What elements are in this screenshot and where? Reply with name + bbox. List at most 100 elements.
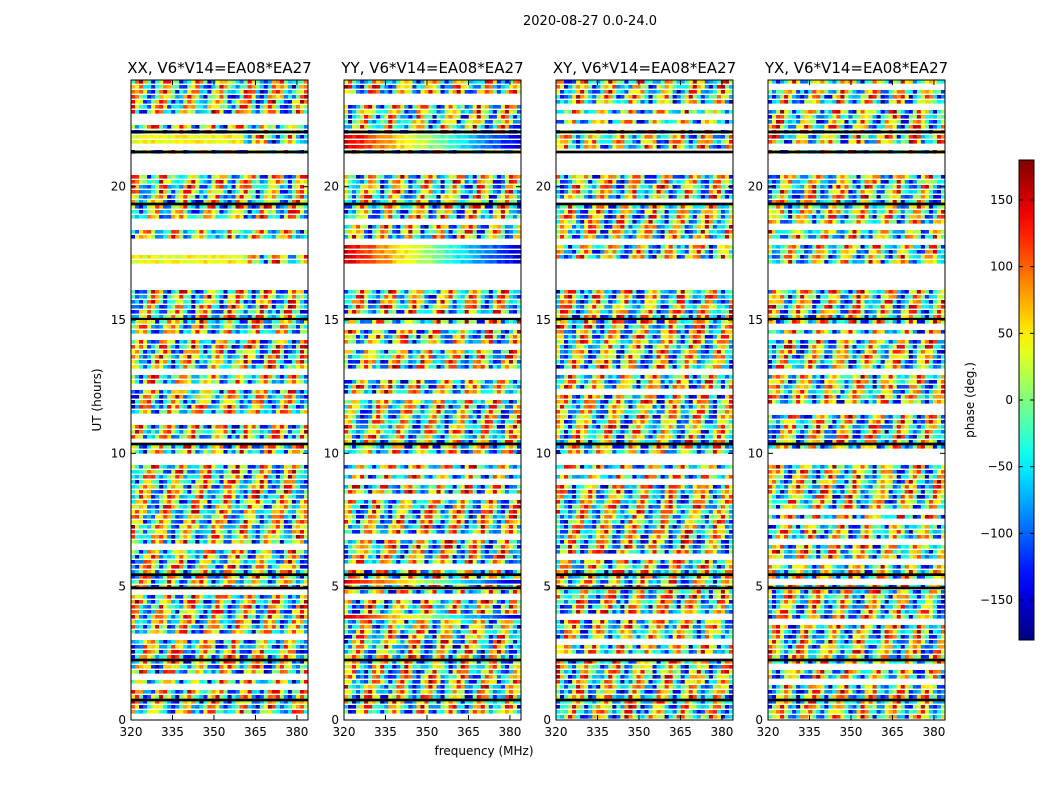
heatmap-cell [280, 330, 284, 334]
heatmap-cell [248, 640, 252, 644]
heatmap-cell [284, 180, 288, 184]
heatmap-cell [135, 290, 139, 294]
heatmap-cell [348, 110, 352, 114]
heatmap-cell [240, 430, 244, 434]
heatmap-cell [215, 175, 219, 179]
heatmap-cell [175, 410, 179, 414]
heatmap-cell [276, 210, 280, 214]
heatmap-cell [457, 145, 461, 149]
heatmap-cell [211, 340, 215, 344]
heatmap-cell [232, 255, 236, 259]
heatmap-cell [220, 445, 224, 449]
heatmap-cell [256, 320, 260, 324]
heatmap-cell [236, 600, 240, 604]
heatmap-cell [195, 205, 199, 209]
heatmap-cell [248, 530, 252, 534]
heatmap-cell [183, 195, 187, 199]
heatmap-cell [240, 345, 244, 349]
heatmap-cell [215, 705, 219, 709]
heatmap-cell [288, 485, 292, 489]
heatmap-cell [159, 95, 163, 99]
heatmap-cell [183, 515, 187, 519]
heatmap-cell [155, 90, 159, 94]
heatmap-cell [252, 320, 256, 324]
heatmap-cell [179, 190, 183, 194]
heatmap-cell [191, 235, 195, 239]
heatmap-cell [256, 350, 260, 354]
heatmap-cell [244, 360, 248, 364]
heatmap-cell [215, 650, 219, 654]
heatmap-cell [171, 680, 175, 684]
heatmap-cell [248, 320, 252, 324]
heatmap-cell [280, 425, 284, 429]
heatmap-cell [183, 190, 187, 194]
heatmap-cell [268, 690, 272, 694]
heatmap-cell [167, 195, 171, 199]
heatmap-cell [348, 145, 352, 149]
heatmap-cell [203, 210, 207, 214]
heatmap-cell [159, 345, 163, 349]
heatmap-cell [441, 105, 445, 109]
heatmap-cell [280, 400, 284, 404]
heatmap-cell [143, 625, 147, 629]
heatmap-cell [469, 135, 473, 139]
heatmap-cell [207, 380, 211, 384]
heatmap-cell [220, 605, 224, 609]
heatmap-cell [151, 540, 155, 544]
heatmap-cell [224, 630, 228, 634]
heatmap-cell [264, 295, 268, 299]
heatmap-cell [143, 405, 147, 409]
heatmap-cell [143, 520, 147, 524]
heatmap-cell [248, 390, 252, 394]
heatmap-cell [284, 510, 288, 514]
heatmap-cell [187, 655, 191, 659]
heatmap-cell [292, 375, 296, 379]
heatmap-cell [248, 330, 252, 334]
heatmap-cell [296, 485, 300, 489]
heatmap-cell [143, 375, 147, 379]
heatmap-cell [159, 340, 163, 344]
heatmap-cell [240, 655, 244, 659]
heatmap-cell [147, 475, 151, 479]
heatmap-cell [167, 135, 171, 139]
heatmap-cell [139, 430, 143, 434]
heatmap-cell [155, 390, 159, 394]
heatmap-cell [256, 400, 260, 404]
heatmap-cell [232, 85, 236, 89]
heatmap-cell [143, 260, 147, 264]
heatmap-cell [159, 375, 163, 379]
heatmap-cell [203, 365, 207, 369]
heatmap-cell [236, 355, 240, 359]
heatmap-cell [252, 305, 256, 309]
heatmap-cell [469, 145, 473, 149]
heatmap-cell [236, 690, 240, 694]
heatmap-cell [288, 90, 292, 94]
heatmap-cell [203, 340, 207, 344]
heatmap-cell [147, 195, 151, 199]
dark-band [131, 151, 308, 154]
heatmap-cell [352, 135, 356, 139]
heatmap-cell [135, 85, 139, 89]
heatmap-cell [264, 450, 268, 454]
heatmap-cell [408, 135, 412, 139]
heatmap-cell [268, 705, 272, 709]
heatmap-cell [469, 125, 473, 129]
heatmap-cell [240, 500, 244, 504]
heatmap-cell [151, 110, 155, 114]
heatmap-cell [179, 215, 183, 219]
heatmap-cell [276, 260, 280, 264]
heatmap-cell [187, 710, 191, 714]
heatmap-cell [203, 140, 207, 144]
heatmap-cell [167, 630, 171, 634]
heatmap-cell [215, 435, 219, 439]
heatmap-cell [236, 230, 240, 234]
heatmap-cell [240, 705, 244, 709]
heatmap-cell [155, 190, 159, 194]
heatmap-cell [264, 615, 268, 619]
heatmap-cell [264, 630, 268, 634]
heatmap-cell [159, 645, 163, 649]
heatmap-cell [481, 120, 485, 124]
heatmap-cell [155, 185, 159, 189]
heatmap-cell [228, 485, 232, 489]
heatmap-cell [155, 650, 159, 654]
